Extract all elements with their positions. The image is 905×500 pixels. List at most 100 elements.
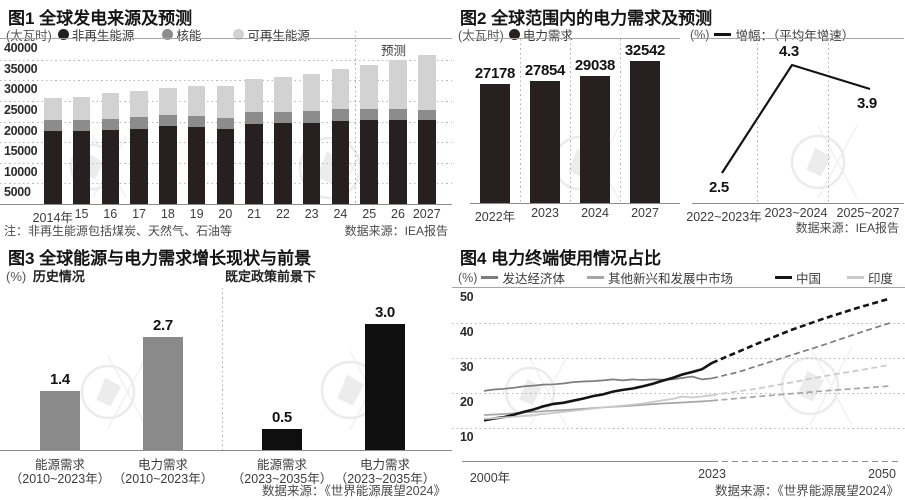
- y-tick-label: 25000: [4, 102, 38, 117]
- figure3-unit-label: (%): [6, 269, 27, 284]
- figure3-source: 数据来源：《世界能源展望2024》: [261, 484, 446, 498]
- bar-segment-核能: [159, 114, 177, 127]
- x-tick-label: 26: [391, 207, 405, 221]
- figure4-source: 数据来源：《世界能源展望2024》: [714, 484, 899, 498]
- bar-segment-非再生能源: [130, 128, 148, 204]
- figure1-legend: (太瓦时) 非再生能源 核能 可再生能源: [6, 25, 310, 44]
- legend-item-renewable: 可再生能源: [233, 25, 310, 44]
- x-tick-label: 21: [247, 207, 262, 221]
- x-axis-dashed: [712, 461, 900, 462]
- bar-value-label: 27178: [474, 65, 516, 83]
- grid-line: [452, 323, 905, 324]
- bar-value-label: 32542: [624, 41, 666, 59]
- x-tick-label: 25: [362, 207, 377, 221]
- legend-item-advanced: 发达经济体: [481, 268, 565, 287]
- figure4-plot-area: 50 40 30 20 10: [452, 287, 905, 464]
- figure2-title: 图2 全球范围内的电力需求及预测: [460, 9, 713, 28]
- bar-segment-非再生能源: [216, 128, 235, 204]
- legend-label: 中国: [795, 272, 821, 286]
- line-发达经济体: [483, 375, 713, 392]
- legend-item-nonrenewable: 非再生能源: [57, 25, 134, 44]
- watermark-circle: [790, 134, 846, 190]
- legend-item-china: 中国: [774, 268, 821, 287]
- bar-segment-非再生能源: [389, 120, 407, 204]
- category-divider: [570, 39, 571, 203]
- figure2-bar-plot: 27178 27854 29038 32542: [470, 38, 680, 204]
- x-tick-label: 2022~2023年: [686, 210, 762, 224]
- x-tick-label: 20: [218, 207, 233, 221]
- x-tick-label: 17: [132, 207, 146, 221]
- bar-segment-核能: [187, 115, 206, 128]
- bar-segment-非再生能源: [274, 123, 292, 204]
- x-tick-label: 18: [160, 207, 175, 221]
- figure4-title: 图4 电力终端使用情况占比: [460, 249, 662, 268]
- figure1-title: 图1 全球发电来源及预测: [8, 9, 193, 28]
- bar-segment-非再生能源: [44, 131, 62, 204]
- legend-item-emerging: 其他新兴和发展中市场: [586, 268, 733, 287]
- watermark-diamond: [96, 377, 121, 407]
- line-中国: [483, 361, 713, 422]
- y-tick-label: 10: [460, 430, 474, 444]
- x-tick-label: 2024: [581, 206, 609, 220]
- figure2-panel: 图2 全球范围内的电力需求及预测 (太瓦时) 电力需求 (%) 增幅：（平均年增…: [452, 0, 905, 240]
- growth-bar: [262, 429, 302, 450]
- figure4-panel: 图4 电力终端使用情况占比 (%) 发达经济体 其他新兴和发展中市场 中国 印度…: [452, 240, 905, 500]
- bar-segment-可再生能源: [245, 79, 263, 113]
- bar-segment-可再生能源: [187, 86, 206, 116]
- bar-segment-非再生能源: [101, 129, 120, 204]
- y-tick-label: 30: [460, 360, 474, 374]
- x-tick-label: 2050: [868, 467, 896, 481]
- grid-line: [452, 393, 905, 394]
- bar-value-label: 2.7: [153, 316, 173, 334]
- bar-segment-可再生能源: [360, 65, 378, 109]
- nuclear-dot-icon: [162, 29, 174, 40]
- bar-segment-核能: [130, 117, 148, 129]
- bar-segment-非再生能源: [72, 131, 91, 204]
- forecast-line-其他新兴和发展中市场: [711, 385, 891, 402]
- bar-segment-可再生能源: [302, 74, 321, 112]
- x-tick-label: 2027: [412, 207, 441, 221]
- figure3-panel: 图3 全球能源与电力需求增长现状与前景 (%) 历史情况 既定政策前景下 1.4…: [0, 240, 452, 500]
- bar-value-label: 29038: [574, 57, 616, 74]
- x-tick-label: 2023~2024: [764, 206, 828, 220]
- demand-dot-icon: [508, 29, 520, 40]
- line-point-label: 4.3: [779, 43, 799, 60]
- legend-label: 电力需求: [522, 29, 573, 43]
- bar-segment-可再生能源: [274, 77, 292, 112]
- watermark-circle: [80, 364, 136, 420]
- growth-bar: [143, 336, 183, 450]
- legend-label: 其他新兴和发展中市场: [607, 272, 733, 286]
- demand-bar: [530, 81, 560, 203]
- demand-bar: [580, 76, 610, 203]
- forecast-divider: [354, 31, 356, 204]
- bar-segment-核能: [331, 108, 350, 121]
- growth-line-chart: [721, 63, 871, 174]
- bar-segment-非再生能源: [159, 126, 177, 204]
- advanced-line-swatch-icon: [481, 276, 499, 279]
- emerging-line-swatch-icon: [586, 276, 604, 279]
- x-tick-label: 19: [189, 207, 204, 221]
- x-axis-solid: [462, 461, 712, 462]
- bar-segment-可再生能源: [130, 91, 148, 118]
- bar-segment-非再生能源: [187, 127, 206, 204]
- bar-value-label: 27854: [524, 62, 566, 80]
- demand-bar: [480, 84, 510, 203]
- line-印度: [483, 394, 713, 420]
- bar-segment-核能: [72, 120, 91, 131]
- bar-segment-核能: [101, 118, 120, 130]
- figure1-forecast-label: 预测: [381, 44, 407, 58]
- bar-segment-可再生能源: [389, 60, 407, 110]
- x-tick-label: 15: [74, 207, 89, 221]
- forecast-line-中国: [711, 297, 891, 365]
- x-tick-label: （2023~2035年）: [334, 472, 436, 486]
- y-tick-label: 10000: [4, 164, 38, 179]
- bar-segment-非再生能源: [331, 120, 350, 204]
- watermark-circle: [298, 136, 362, 200]
- bar-segment-可再生能源: [44, 97, 62, 121]
- legend-label: 发达经济体: [502, 272, 565, 286]
- bar-value-label: 1.4: [50, 371, 70, 389]
- category-divider: [757, 39, 758, 203]
- legend-label: 核能: [176, 29, 202, 43]
- legend-item-demand: 电力需求: [508, 25, 573, 44]
